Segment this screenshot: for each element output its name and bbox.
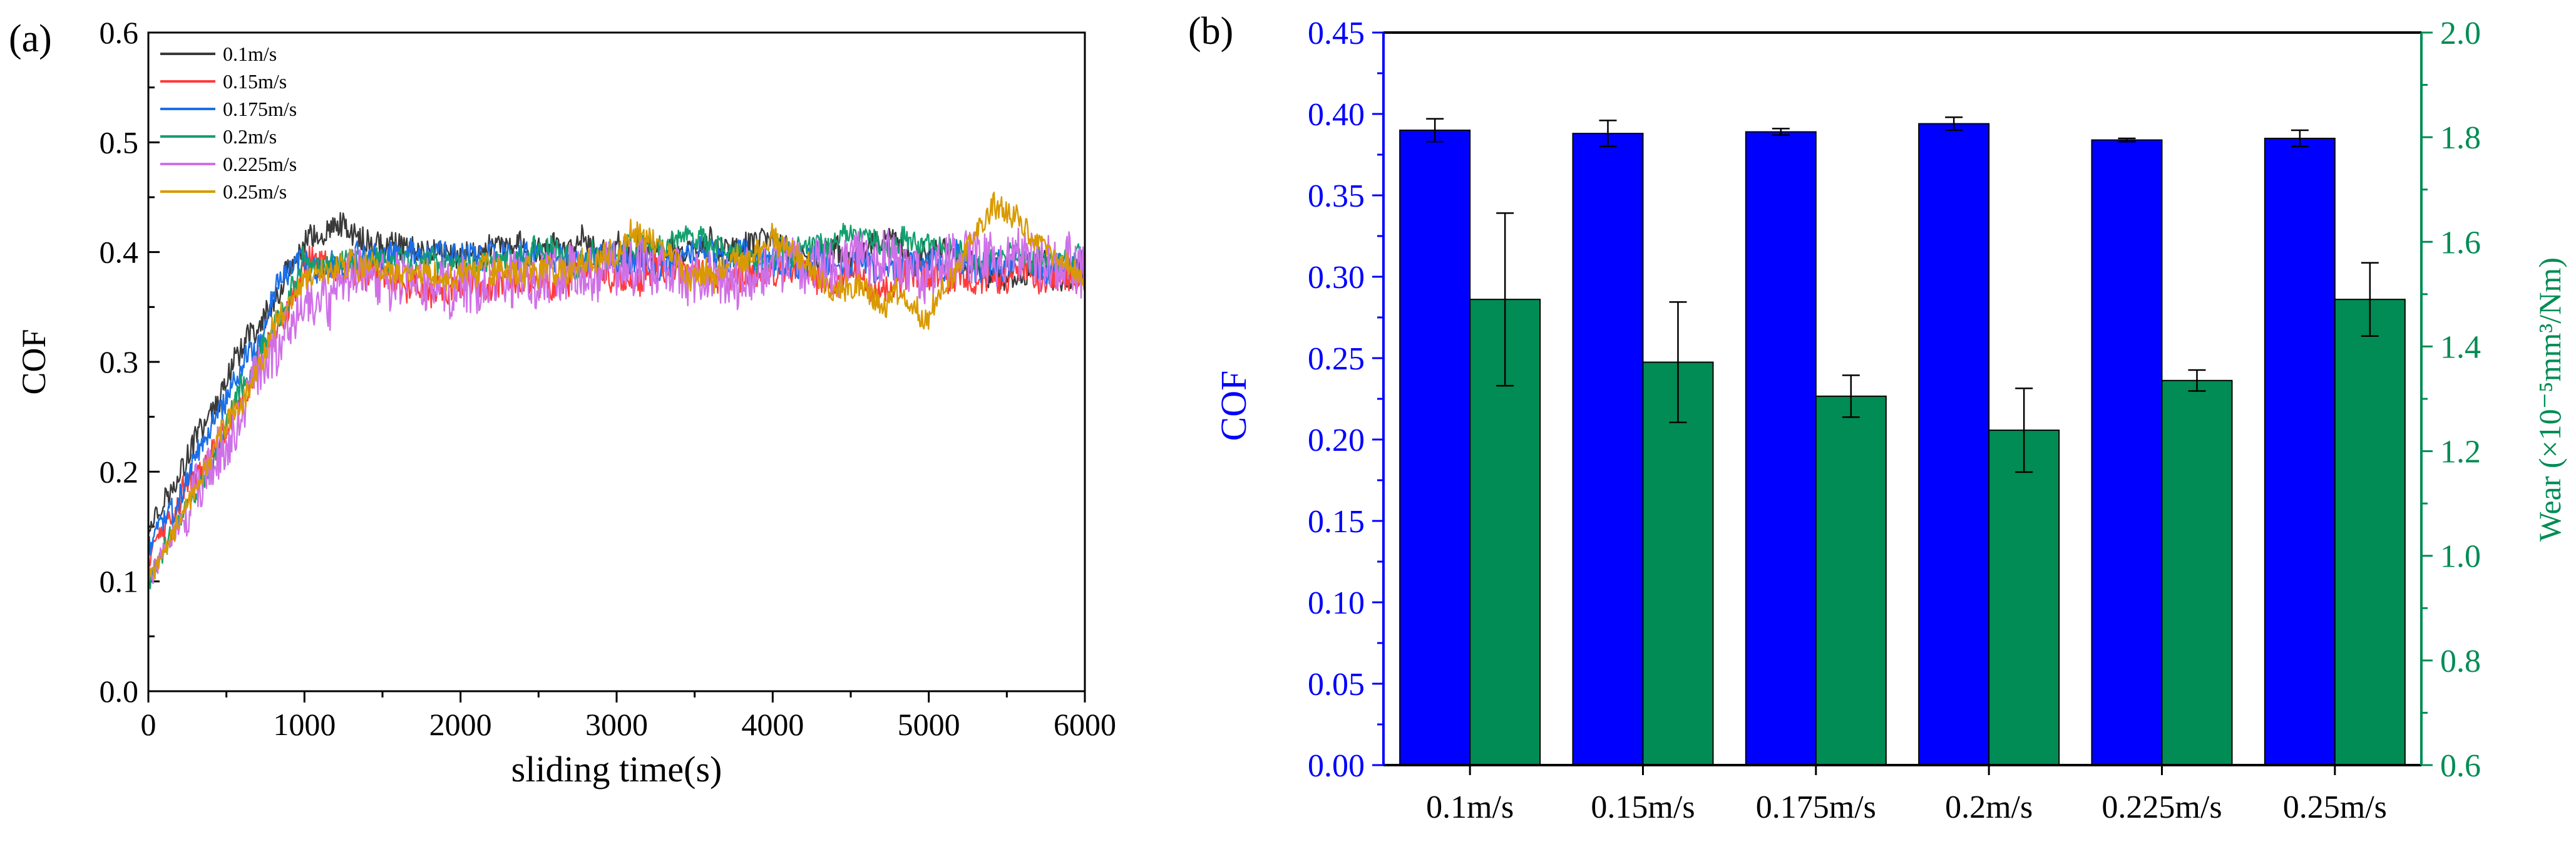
b-bar-cof xyxy=(1745,131,1817,766)
b-ytick-label: 0.05 xyxy=(1308,667,1365,702)
b-bar-cof xyxy=(1918,123,1990,766)
b-y2tick-label: 1.6 xyxy=(2440,225,2481,260)
a-xtick-label: 6000 xyxy=(1054,707,1116,742)
b-ytick-label: 0.30 xyxy=(1308,260,1365,296)
a-ytick-label: 0.3 xyxy=(100,344,139,379)
a-xtick-label: 0 xyxy=(141,707,157,742)
b-bar-cof xyxy=(1399,130,1471,766)
a-legend-label: 0.1m/s xyxy=(223,43,277,65)
b-xtick-label: 0.2m/s xyxy=(1945,790,2033,825)
b-bar-cof xyxy=(1572,133,1644,766)
panel-b-bars xyxy=(1399,116,2406,766)
a-series-line-4 xyxy=(147,227,1086,584)
a-legend-label: 0.2m/s xyxy=(223,125,277,148)
a-xtick-label: 2000 xyxy=(429,707,492,742)
panel-b-label: (b) xyxy=(1188,10,1233,53)
a-series-line-3 xyxy=(147,222,1086,590)
a-series-line-0 xyxy=(147,212,1086,536)
b-y2tick-label: 0.6 xyxy=(2440,748,2481,784)
panel-a-series xyxy=(147,192,1086,590)
a-xtick-label: 4000 xyxy=(741,707,804,742)
b-y2tick-label: 2.0 xyxy=(2440,16,2481,51)
a-xtick-label: 3000 xyxy=(585,707,648,742)
panel-a-legend: 0.1m/s 0.15m/s 0.175m/s 0.2m/s 0.225m/s 0.25m… xyxy=(160,43,297,203)
panel-a-xlabel: sliding time(s) xyxy=(511,749,722,790)
panel-a-ticks: 0.0 0.1 0.2 0.3 0.4 0.5 0.6 0 1000 2000 3000 4000 50… xyxy=(100,15,1117,742)
b-xtick-label: 0.1m/s xyxy=(1426,790,1514,825)
panel-b-ylabel-wear: Wear (×10⁻⁵mm³/Nm) xyxy=(2532,257,2567,542)
b-ytick-label: 0.15 xyxy=(1308,504,1365,540)
b-y2tick-label: 0.8 xyxy=(2440,644,2481,679)
a-legend-label: 0.225m/s xyxy=(223,153,297,175)
b-xtick-label: 0.175m/s xyxy=(1756,790,1876,825)
a-ytick-label: 0.2 xyxy=(100,454,139,489)
panel-a-label: (a) xyxy=(9,18,52,60)
b-bar-wear xyxy=(1988,430,2060,766)
panel-b-bar-chart: 0.1m/s 0.15m/s 0.175m/s 0.2m/s 0.225m/s 0.25m… xyxy=(1213,16,2567,825)
b-bar-wear xyxy=(1815,395,1887,766)
a-legend-label: 0.25m/s xyxy=(223,180,287,203)
panel-a-plot-frame xyxy=(147,31,1086,692)
b-ytick-label: 0.40 xyxy=(1308,97,1365,133)
b-y2tick-label: 1.8 xyxy=(2440,120,2481,156)
a-legend-label: 0.15m/s xyxy=(223,70,287,93)
a-ytick-label: 0.1 xyxy=(100,564,139,599)
a-ytick-label: 0.0 xyxy=(100,674,139,709)
panel-a-ylabel: COF xyxy=(15,329,53,394)
panel-b-ticks: 0.1m/s 0.15m/s 0.175m/s 0.2m/s 0.225m/s 0.25m… xyxy=(1308,16,2481,825)
b-xtick-label: 0.225m/s xyxy=(2101,790,2222,825)
b-bar-wear xyxy=(2161,379,2233,766)
b-xtick-label: 0.25m/s xyxy=(2283,790,2387,825)
b-ytick-label: 0.35 xyxy=(1308,178,1365,214)
b-y2tick-label: 1.2 xyxy=(2440,435,2481,470)
b-y2tick-label: 1.0 xyxy=(2440,539,2481,575)
a-ytick-label: 0.4 xyxy=(100,235,139,270)
b-bar-cof xyxy=(2264,138,2336,766)
panel-a-line-chart: 0.0 0.1 0.2 0.3 0.4 0.5 0.6 0 1000 2000 3000 4000 50… xyxy=(15,15,1116,790)
b-ytick-label: 0.10 xyxy=(1308,585,1365,621)
b-bar-wear xyxy=(2334,299,2406,766)
a-legend-label: 0.175m/s xyxy=(223,98,297,120)
a-ytick-label: 0.6 xyxy=(100,15,139,50)
b-ytick-label: 0.45 xyxy=(1308,16,1365,51)
a-ytick-label: 0.5 xyxy=(100,125,139,160)
b-ytick-label: 0.00 xyxy=(1308,748,1365,784)
a-series-line-5 xyxy=(147,192,1086,582)
b-ytick-label: 0.25 xyxy=(1308,341,1365,377)
b-y2tick-label: 1.4 xyxy=(2440,329,2481,365)
panel-b-ylabel-cof: COF xyxy=(1213,371,1254,441)
a-xtick-label: 5000 xyxy=(898,707,960,742)
b-bar-cof xyxy=(2091,139,2163,766)
b-ytick-label: 0.20 xyxy=(1308,423,1365,458)
b-bar-wear xyxy=(1642,361,1714,766)
a-xtick-label: 1000 xyxy=(273,707,336,742)
b-xtick-label: 0.15m/s xyxy=(1591,790,1695,825)
